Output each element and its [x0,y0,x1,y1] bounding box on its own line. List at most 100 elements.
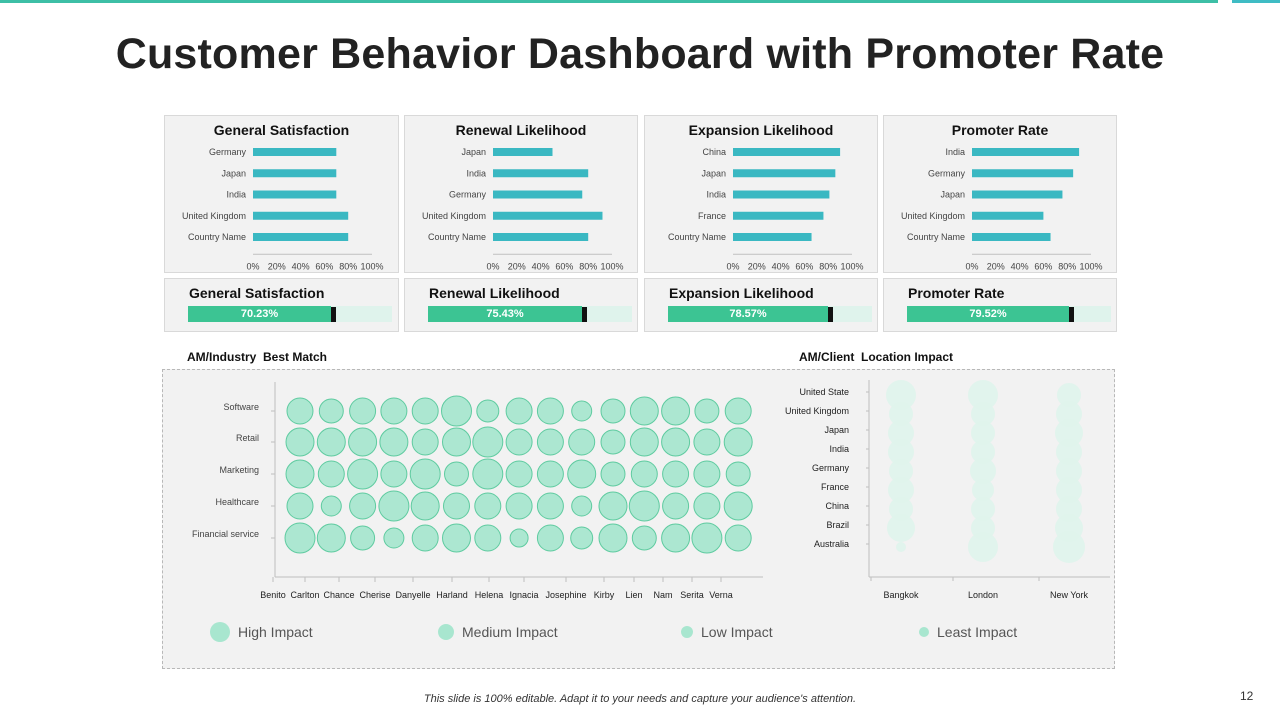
bubble [474,492,502,520]
gauge-marker [1069,307,1074,322]
bubble [571,495,593,517]
x-category-label: Serita [680,590,704,600]
bubble [971,440,995,464]
bubble [662,492,690,520]
gauge-title: Promoter Rate [908,285,1005,301]
legend-label: Medium Impact [462,624,558,640]
legend-label: Least Impact [937,624,1018,640]
bubble [661,396,691,426]
x-tick-label: 80% [579,261,597,271]
bubble [598,523,628,553]
bubble [889,402,913,426]
bubble [284,522,316,554]
x-tick-label: 0% [965,261,978,271]
x-tick-label: 100% [1079,261,1102,271]
bubble [409,458,441,490]
bubble [1056,477,1082,503]
x-category-label: Carlton [290,590,319,600]
chart-title: Promoter Rate [951,122,1049,138]
bubble [320,495,342,517]
gauge-value: 75.43% [486,308,524,320]
bubble [971,402,995,426]
category-label: Japan [701,168,726,178]
bubble [476,399,500,423]
x-tick-label: 0% [726,261,739,271]
gauge-panel-renewal-likelihood: Renewal Likelihood 75.43% [404,278,638,332]
bubble [536,428,564,456]
gauge-panel-general-satisfaction: General Satisfaction 70.23% [164,278,399,332]
legend-label: Low Impact [701,624,773,640]
bubble [286,492,314,520]
bubble [693,428,721,456]
bubble [661,427,691,457]
x-category-label: Lien [625,590,642,600]
bubble [724,397,752,425]
bubble [1057,383,1081,407]
x-tick-label: 40% [1011,261,1029,271]
x-tick-label: 20% [508,261,526,271]
industry-section-title: AM/Industry Best Match [187,350,328,364]
legend-dot-icon [919,627,929,637]
category-label: Japan [940,190,965,200]
bubble [1053,531,1085,563]
bubble [889,459,913,483]
y-category-label: United State [799,387,849,397]
bubble [629,427,659,457]
bar [972,211,1044,220]
x-tick-label: 60% [795,261,813,271]
bubble [378,490,410,522]
bubble [694,398,720,424]
bubble [1056,401,1082,427]
x-category-label: Harland [436,590,468,600]
y-category-label: Retail [236,433,259,443]
x-tick-label: 80% [1058,261,1076,271]
bar [493,148,553,156]
x-tick-label: 40% [292,261,310,271]
x-tick-label: 60% [555,261,573,271]
bubble [970,458,996,484]
category-label: Germany [449,190,487,200]
legend-dot-icon [210,622,230,642]
gauge-fill [668,306,828,322]
bubble [887,514,915,542]
bubble [472,426,504,458]
gauge-marker [331,307,336,322]
x-category-label: Kirby [594,590,615,600]
gauge-track: 79.52% [907,306,1111,322]
category-label: China [702,147,726,157]
gauge-track: 75.43% [428,306,632,322]
x-category-label: Chance [323,590,354,600]
category-label: Germany [209,147,247,157]
x-category-label: Bangkok [883,590,919,600]
bubble [691,522,723,554]
bar-chart-panel-promoter-rate: Promoter Rate India Germany Japan United Ki… [883,115,1117,273]
category-label: Country Name [907,232,965,242]
bubble [724,524,752,552]
bar [733,169,836,178]
bubble [316,523,346,553]
x-tick-label: 0% [246,261,259,271]
bar [253,169,337,178]
gauge-value: 79.52% [969,308,1007,320]
x-tick-label: 20% [987,261,1005,271]
bubble [1056,458,1082,484]
gauge-fill [428,306,582,322]
bubble [383,527,405,549]
bubble [318,398,344,424]
y-category-label: Marketing [219,465,259,475]
bar [253,233,349,241]
gauge-title: General Satisfaction [189,285,325,301]
chart-title: General Satisfaction [213,122,350,138]
bubble [379,427,409,457]
y-category-label: China [825,501,849,511]
chart-title: Renewal Likelihood [455,122,587,138]
bubble [536,524,564,552]
bubble [410,491,440,521]
page-title: Customer Behavior Dashboard with Promote… [115,30,1165,78]
bar [253,190,337,199]
x-tick-label: 80% [819,261,837,271]
bubble [444,461,469,487]
gauge-panel-promoter-rate: Promoter Rate 79.52% [883,278,1117,332]
gauge-title: Renewal Likelihood [429,285,560,301]
gauge-title: Expansion Likelihood [669,285,814,301]
